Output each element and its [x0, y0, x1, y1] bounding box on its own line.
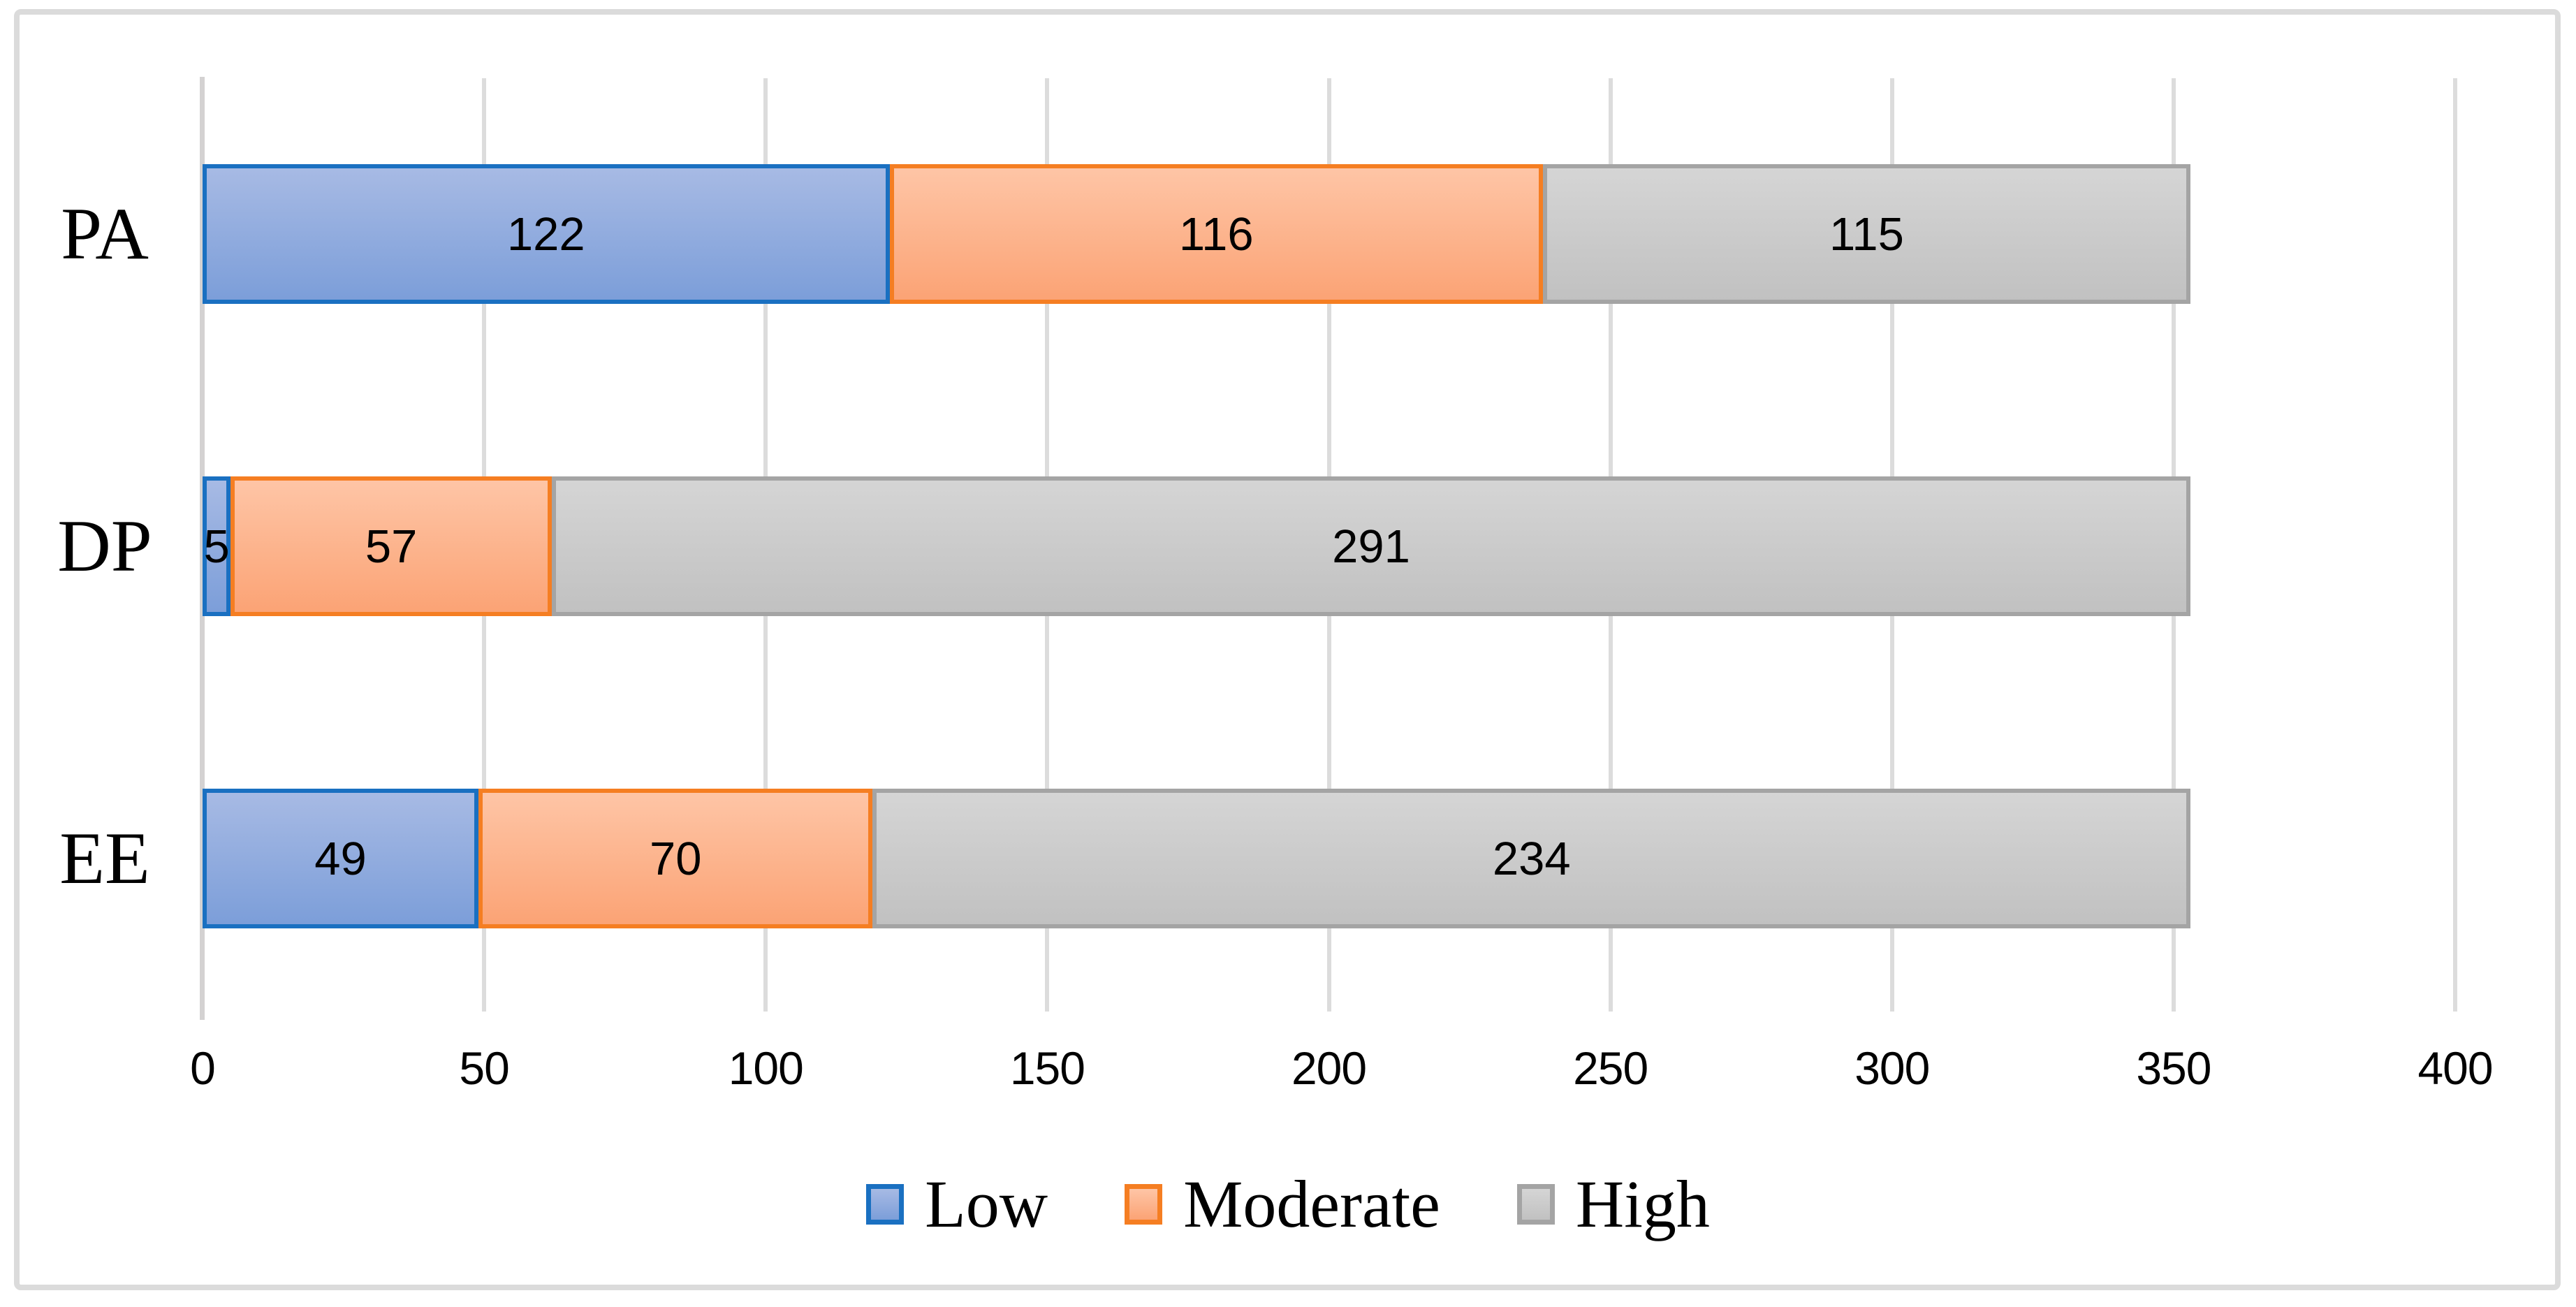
legend-swatch-moderate-icon: [1125, 1184, 1163, 1225]
legend-label-high: High: [1575, 1167, 1710, 1241]
data-label-low-dp: 5: [203, 520, 230, 573]
bar-segment-low-pa: 122: [203, 164, 890, 304]
data-label-high-pa: 115: [1829, 207, 1904, 261]
x-axis-tick-label-50: 50: [459, 1042, 509, 1094]
bar-segment-high-dp: 291: [551, 476, 2191, 616]
category-label-pa: PA: [61, 193, 149, 275]
gridline-x-400: [2453, 78, 2457, 1012]
data-label-moderate-dp: 57: [365, 520, 418, 573]
legend-swatch-low-icon: [866, 1184, 905, 1225]
bar-segment-moderate-pa: 116: [889, 164, 1543, 304]
x-axis-tick-label-200: 200: [1291, 1042, 1367, 1094]
x-axis-tick-label-300: 300: [1854, 1042, 1930, 1094]
category-axis-line: [200, 77, 205, 1020]
legend-item-high: High: [1516, 1167, 1710, 1241]
data-label-high-dp: 291: [1332, 520, 1410, 573]
legend-item-moderate: Moderate: [1125, 1171, 1440, 1238]
x-axis-tick-label-400: 400: [2417, 1042, 2493, 1094]
legend-item-low: Low: [866, 1171, 1048, 1238]
legend: Low Moderate High: [0, 1171, 2576, 1238]
x-axis-tick-label-350: 350: [2136, 1042, 2211, 1094]
category-label-dp: DP: [57, 505, 152, 587]
legend-swatch-high-icon: [1516, 1184, 1555, 1225]
data-label-moderate-pa: 116: [1178, 207, 1254, 261]
bar-segment-moderate-ee: 70: [478, 789, 873, 928]
category-label-ee: EE: [59, 817, 150, 899]
bar-segment-high-pa: 115: [1542, 164, 2191, 304]
x-axis-tick-label-250: 250: [1573, 1042, 1648, 1094]
bar-segment-low-ee: 49: [203, 789, 479, 928]
data-label-moderate-ee: 70: [649, 832, 702, 885]
x-axis-tick-label-0: 0: [190, 1042, 216, 1094]
bar-segment-high-ee: 234: [872, 789, 2191, 928]
data-label-low-pa: 122: [506, 207, 585, 261]
x-axis-tick-label-100: 100: [728, 1042, 804, 1094]
data-label-low-ee: 49: [314, 832, 367, 885]
bar-segment-low-dp: 5: [203, 476, 231, 616]
legend-label-low: Low: [925, 1167, 1048, 1241]
x-axis-tick-label-150: 150: [1009, 1042, 1085, 1094]
legend-label-moderate: Moderate: [1183, 1167, 1440, 1241]
data-label-high-ee: 234: [1492, 832, 1571, 885]
bar-segment-moderate-dp: 57: [230, 476, 552, 616]
